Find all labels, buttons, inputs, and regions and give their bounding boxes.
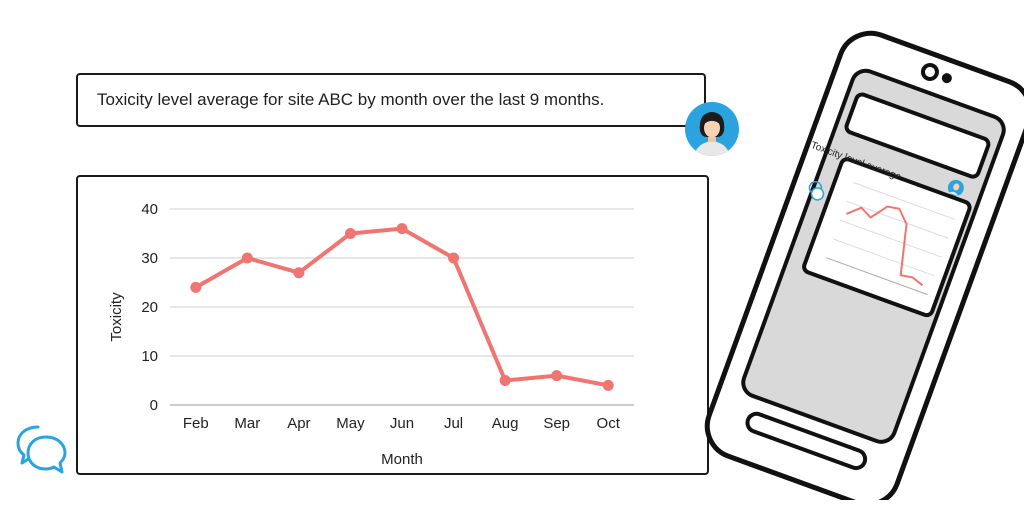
data-point <box>293 267 305 279</box>
y-tick-label: 30 <box>141 250 158 267</box>
x-tick-label: May <box>336 415 365 432</box>
line-chart: 0 10 20 30 40 Feb Mar Apr May Jun Jul Aug Sep Oct Mont… <box>108 201 634 468</box>
x-tick-label: Jul <box>444 415 463 432</box>
x-tick-label: Oct <box>597 415 621 432</box>
x-axis-label: Month <box>381 451 423 468</box>
y-tick-label: 20 <box>141 299 158 316</box>
data-point <box>190 281 202 293</box>
data-point <box>551 370 563 382</box>
query-bubble: Toxicity level average for site ABC by m… <box>76 73 706 127</box>
data-point <box>344 228 356 239</box>
data-point <box>499 375 511 386</box>
data-point <box>241 252 253 264</box>
x-tick-label: Aug <box>492 415 519 432</box>
x-tick-label: Apr <box>287 415 310 432</box>
user-avatar-icon <box>685 102 739 156</box>
y-tick-label: 10 <box>141 348 158 365</box>
y-axis-label: Toxicity <box>108 292 125 342</box>
x-tick-label: Mar <box>234 415 260 432</box>
query-text: Toxicity level average for site ABC by m… <box>97 90 605 109</box>
y-tick-label: 0 <box>150 397 158 414</box>
data-point <box>602 379 614 391</box>
y-tick-label: 40 <box>141 201 158 218</box>
phone-illustration <box>704 30 1024 500</box>
x-tick-label: Feb <box>183 415 209 432</box>
data-point <box>396 223 408 235</box>
x-tick-label: Sep <box>543 415 570 432</box>
chat-bubbles-icon <box>16 425 67 474</box>
data-point <box>448 252 460 264</box>
x-tick-label: Jun <box>390 415 414 432</box>
chart-panel: 0 10 20 30 40 Feb Mar Apr May Jun Jul Aug Sep Oct Mont… <box>76 175 709 475</box>
